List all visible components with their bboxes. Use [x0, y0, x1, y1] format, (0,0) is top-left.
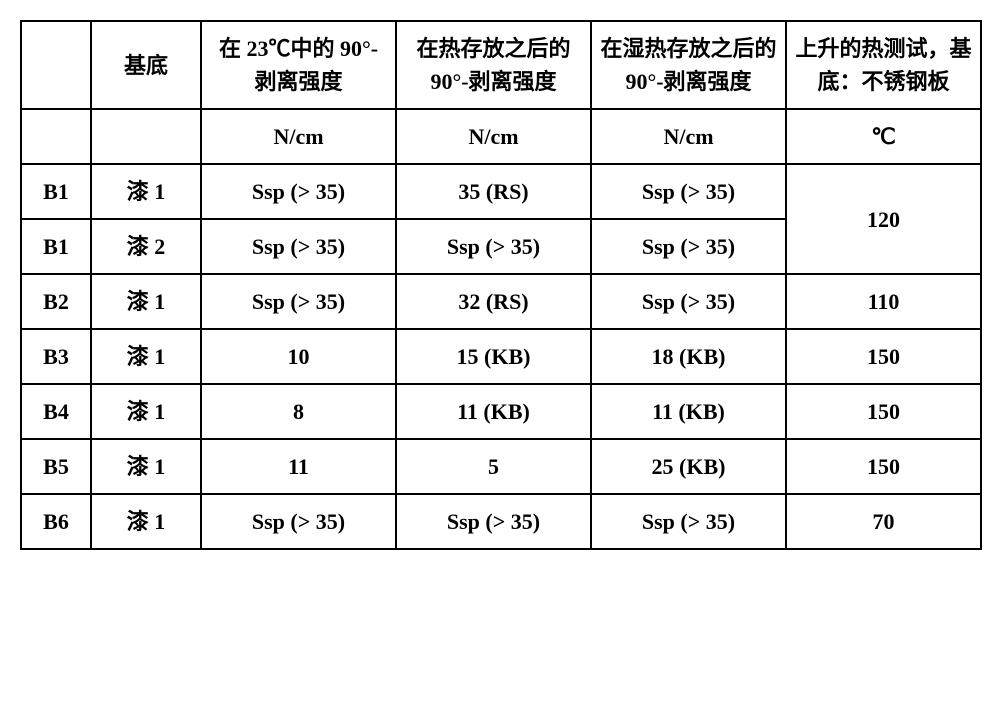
peel-strength-table: 基底 在 23℃中的 90°-剥离强度 在热存放之后的 90°-剥离强度 在湿热…	[20, 20, 982, 550]
cell-substrate: 漆 1	[91, 274, 201, 329]
cell-peel-23c: 11	[201, 439, 396, 494]
units-heat-test: ℃	[786, 109, 981, 164]
cell-sample-id: B5	[21, 439, 91, 494]
table-row: B5漆 111525 (KB)150	[21, 439, 981, 494]
cell-peel-heat: Ssp (> 35)	[396, 219, 591, 274]
cell-substrate: 漆 1	[91, 439, 201, 494]
table-row: B6漆 1Ssp (> 35)Ssp (> 35)Ssp (> 35)70	[21, 494, 981, 549]
cell-peel-23c: Ssp (> 35)	[201, 274, 396, 329]
cell-heat-test: 110	[786, 274, 981, 329]
cell-peel-23c: Ssp (> 35)	[201, 164, 396, 219]
cell-substrate: 漆 2	[91, 219, 201, 274]
units-peel-heat: N/cm	[396, 109, 591, 164]
cell-peel-heat: 35 (RS)	[396, 164, 591, 219]
header-peel-humid-heat: 在湿热存放之后的 90°-剥离强度	[591, 21, 786, 109]
cell-sample-id: B3	[21, 329, 91, 384]
header-peel-23c: 在 23℃中的 90°-剥离强度	[201, 21, 396, 109]
units-peel-humid-heat: N/cm	[591, 109, 786, 164]
cell-peel-23c: 10	[201, 329, 396, 384]
table-row: B2漆 1Ssp (> 35)32 (RS)Ssp (> 35)110	[21, 274, 981, 329]
header-blank	[21, 21, 91, 109]
cell-peel-heat: Ssp (> 35)	[396, 494, 591, 549]
units-row: N/cm N/cm N/cm ℃	[21, 109, 981, 164]
cell-heat-test: 150	[786, 439, 981, 494]
cell-sample-id: B1	[21, 164, 91, 219]
cell-heat-test: 150	[786, 329, 981, 384]
cell-heat-test: 120	[786, 164, 981, 274]
table-row: B3漆 11015 (KB)18 (KB)150	[21, 329, 981, 384]
cell-peel-humid-heat: Ssp (> 35)	[591, 494, 786, 549]
cell-peel-humid-heat: 18 (KB)	[591, 329, 786, 384]
cell-peel-humid-heat: 25 (KB)	[591, 439, 786, 494]
cell-substrate: 漆 1	[91, 494, 201, 549]
cell-sample-id: B1	[21, 219, 91, 274]
cell-heat-test: 150	[786, 384, 981, 439]
cell-substrate: 漆 1	[91, 384, 201, 439]
cell-peel-humid-heat: Ssp (> 35)	[591, 274, 786, 329]
cell-sample-id: B4	[21, 384, 91, 439]
cell-peel-humid-heat: 11 (KB)	[591, 384, 786, 439]
cell-substrate: 漆 1	[91, 329, 201, 384]
table-row: B4漆 1811 (KB)11 (KB)150	[21, 384, 981, 439]
cell-sample-id: B6	[21, 494, 91, 549]
header-substrate: 基底	[91, 21, 201, 109]
units-blank-0	[21, 109, 91, 164]
table-row: B1漆 1Ssp (> 35)35 (RS)Ssp (> 35)120	[21, 164, 981, 219]
cell-heat-test: 70	[786, 494, 981, 549]
units-blank-1	[91, 109, 201, 164]
units-peel-23c: N/cm	[201, 109, 396, 164]
cell-peel-humid-heat: Ssp (> 35)	[591, 164, 786, 219]
cell-peel-heat: 15 (KB)	[396, 329, 591, 384]
cell-peel-heat: 5	[396, 439, 591, 494]
cell-peel-23c: 8	[201, 384, 396, 439]
header-peel-heat: 在热存放之后的 90°-剥离强度	[396, 21, 591, 109]
cell-peel-heat: 11 (KB)	[396, 384, 591, 439]
cell-peel-humid-heat: Ssp (> 35)	[591, 219, 786, 274]
cell-substrate: 漆 1	[91, 164, 201, 219]
cell-peel-23c: Ssp (> 35)	[201, 219, 396, 274]
cell-peel-23c: Ssp (> 35)	[201, 494, 396, 549]
header-heat-test: 上升的热测试，基底：不锈钢板	[786, 21, 981, 109]
cell-sample-id: B2	[21, 274, 91, 329]
table-body: B1漆 1Ssp (> 35)35 (RS)Ssp (> 35)120B1漆 2…	[21, 164, 981, 549]
cell-peel-heat: 32 (RS)	[396, 274, 591, 329]
header-row: 基底 在 23℃中的 90°-剥离强度 在热存放之后的 90°-剥离强度 在湿热…	[21, 21, 981, 109]
